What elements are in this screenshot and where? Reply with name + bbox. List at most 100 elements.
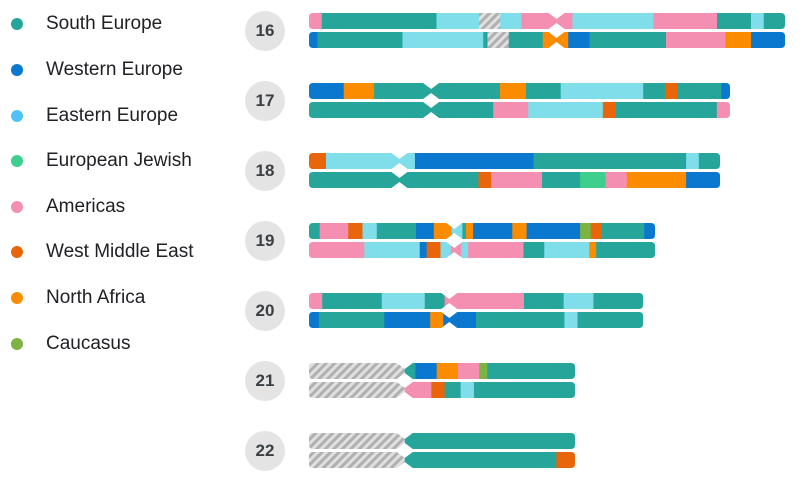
- legend-dot-icon: [11, 155, 23, 167]
- chromosome-number-badge: 20: [245, 291, 285, 331]
- ancestry-segment: [473, 382, 575, 398]
- legend-dot-icon: [11, 338, 23, 350]
- ancestry-segment: [309, 102, 332, 118]
- ancestry-segment: [563, 293, 594, 309]
- ancestry-segment: [577, 312, 643, 328]
- chromosome-strand: [309, 102, 730, 118]
- ancestry-segment: [666, 32, 727, 48]
- ancestry-segment: [523, 293, 565, 309]
- ancestry-segment: [322, 293, 383, 309]
- ancestry-segment: [615, 102, 718, 118]
- ancestry-segment: [605, 172, 628, 188]
- ancestry-segment: [414, 153, 535, 169]
- ancestry-segment: [626, 172, 687, 188]
- ancestry-segment: [309, 433, 390, 449]
- ancestry-segment: [544, 242, 590, 258]
- chromosome-strand: [309, 172, 720, 188]
- ancestry-segment: [388, 452, 406, 468]
- ancestry-segment: [602, 102, 617, 118]
- ancestry-segment: [564, 312, 579, 328]
- ancestry-segment: [309, 382, 390, 398]
- chromosome-strand: [309, 312, 643, 328]
- ancestry-segment: [416, 223, 435, 239]
- ancestry-segment: [478, 172, 492, 188]
- chromosome-number-badge: 17: [245, 81, 285, 121]
- ancestry-segment: [500, 13, 523, 29]
- ancestry-segment: [430, 83, 501, 99]
- ancestry-segment: [580, 172, 607, 188]
- ancestry-segment: [717, 13, 752, 29]
- ancestry-segment: [362, 223, 378, 239]
- ancestry-segment: [483, 32, 489, 48]
- ancestry-segment: [317, 32, 404, 48]
- ancestry-segment: [374, 83, 432, 99]
- ancestry-segment: [343, 83, 375, 99]
- legend-item: European Jewish: [10, 147, 192, 175]
- ancestry-segment: [381, 293, 426, 309]
- legend-label: Americas: [46, 196, 126, 217]
- ancestry-segment: [309, 153, 327, 169]
- ancestry-segment: [404, 382, 432, 398]
- ancestry-segment: [309, 13, 323, 29]
- ancestry-segment: [456, 312, 477, 328]
- ancestry-segment: [457, 363, 480, 379]
- chromosome-strand: [309, 433, 575, 449]
- chromosome-strand: [309, 13, 785, 29]
- ancestry-segment: [460, 382, 475, 398]
- chromosome-strand: [309, 452, 575, 468]
- chromosome-strand: [309, 242, 655, 258]
- ancestry-segment: [319, 223, 349, 239]
- ancestry-segment: [512, 223, 528, 239]
- ancestry-segment: [309, 363, 390, 379]
- ancestry-segment: [568, 32, 591, 48]
- ancestry-segment: [393, 153, 416, 169]
- ancestry-segment: [644, 223, 655, 239]
- legend-label: West Middle East: [46, 241, 194, 262]
- ancestry-segment: [473, 223, 513, 239]
- chromosome-strand: [309, 363, 575, 379]
- ancestry-segment: [580, 223, 592, 239]
- ancestry-segment: [388, 382, 406, 398]
- ancestry-segment: [426, 242, 442, 258]
- ancestry-segment: [364, 242, 421, 258]
- ancestry-segment: [348, 223, 364, 239]
- ancestry-segment: [330, 102, 429, 118]
- ancestry-segment: [309, 293, 323, 309]
- legend-item: South Europe: [10, 10, 162, 38]
- ancestry-segment: [451, 223, 463, 239]
- ancestry-segment: [440, 242, 452, 258]
- legend-dot-icon: [11, 246, 23, 258]
- legend-label: Caucasus: [46, 333, 131, 354]
- ancestry-segment: [596, 242, 655, 258]
- ancestry-segment: [318, 312, 385, 328]
- ancestry-segment: [443, 312, 457, 328]
- ancestry-segment: [461, 293, 525, 309]
- ancestry-segment: [526, 223, 581, 239]
- chromosome-strand: [309, 223, 655, 239]
- ancestry-segment: [309, 452, 390, 468]
- chromosome-strand: [309, 32, 785, 48]
- ancestry-segment: [526, 83, 562, 99]
- ancestry-segment: [444, 293, 462, 309]
- ancestry-segment: [560, 83, 644, 99]
- chromosome-strand: [309, 83, 730, 99]
- ancestry-segment: [493, 102, 529, 118]
- ancestry-segment: [499, 83, 527, 99]
- chromosome-number-badge: 19: [245, 221, 285, 261]
- legend-label: North Africa: [46, 287, 146, 308]
- ancestry-segment: [462, 223, 467, 239]
- ancestry-segment: [589, 32, 667, 48]
- legend-dot-icon: [11, 201, 23, 213]
- ancestry-segment: [677, 83, 722, 99]
- ancestry-segment: [653, 13, 718, 29]
- ancestry-segment: [533, 153, 687, 169]
- ancestry-segment: [309, 32, 319, 48]
- ancestry-segment: [309, 83, 345, 99]
- legend-label: European Jewish: [46, 150, 192, 171]
- ancestry-segment: [664, 83, 679, 99]
- legend-item: Eastern Europe: [10, 102, 178, 130]
- ancestry-segment: [388, 363, 406, 379]
- ancestry-segment: [528, 102, 604, 118]
- ancestry-segment: [491, 172, 543, 188]
- ancestry-segment: [321, 13, 438, 29]
